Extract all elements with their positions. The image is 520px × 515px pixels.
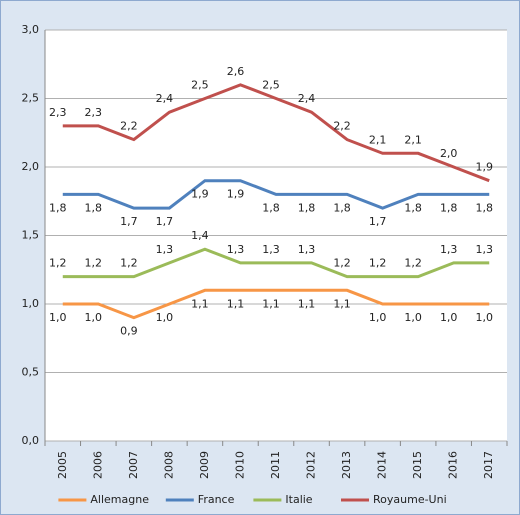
data-label: 1,7 <box>120 215 138 228</box>
legend-label: Italie <box>285 493 312 506</box>
data-label: 1,0 <box>49 311 67 324</box>
x-tick-label: 2006 <box>91 451 104 479</box>
y-tick-label: 2,5 <box>22 92 40 105</box>
data-label: 2,3 <box>49 106 67 119</box>
data-label: 2,6 <box>227 65 245 78</box>
data-label: 1,2 <box>369 257 387 270</box>
data-label: 1,8 <box>262 201 280 214</box>
x-tick-label: 2015 <box>411 451 424 479</box>
data-label: 1,2 <box>333 257 351 270</box>
legend-label: Allemagne <box>90 493 149 506</box>
data-label: 2,3 <box>85 106 103 119</box>
data-label: 1,3 <box>475 243 493 256</box>
x-tick-label: 2010 <box>233 451 246 479</box>
data-label: 2,5 <box>262 79 280 92</box>
legend-label: Royaume-Uni <box>373 493 447 506</box>
x-tick-label: 2012 <box>305 451 318 479</box>
data-label: 1,0 <box>475 311 493 324</box>
data-label: 1,1 <box>298 297 316 310</box>
data-label: 1,8 <box>49 201 67 214</box>
data-label: 2,5 <box>191 79 209 92</box>
data-label: 2,2 <box>120 120 138 133</box>
y-tick-label: 3,0 <box>22 23 40 36</box>
y-tick-label: 0,0 <box>22 434 40 447</box>
data-label: 1,3 <box>262 243 280 256</box>
data-label: 1,0 <box>369 311 387 324</box>
data-label: 1,2 <box>49 257 67 270</box>
line-series <box>62 247 490 279</box>
legend-label: France <box>198 493 235 506</box>
data-label: 1,1 <box>227 297 245 310</box>
data-label: 1,0 <box>440 311 458 324</box>
x-tick-label: 2009 <box>198 451 211 479</box>
data-label: 1,0 <box>156 311 174 324</box>
data-label: 0,9 <box>120 325 138 338</box>
data-label: 2,4 <box>156 92 174 105</box>
data-label: 1,4 <box>191 229 209 242</box>
data-label: 1,7 <box>369 215 387 228</box>
y-tick-label: 1,0 <box>22 297 40 310</box>
data-label: 1,7 <box>156 215 174 228</box>
data-label: 1,9 <box>475 161 493 174</box>
x-tick-label: 2014 <box>376 451 389 479</box>
data-label: 1,8 <box>333 201 351 214</box>
data-label: 1,9 <box>191 188 209 201</box>
data-label: 1,3 <box>227 243 245 256</box>
y-tick-label: 2,0 <box>22 160 40 173</box>
data-label: 1,8 <box>440 201 458 214</box>
data-label: 1,1 <box>333 297 351 310</box>
data-label: 2,1 <box>404 133 422 146</box>
data-label: 2,0 <box>440 147 458 160</box>
data-label: 1,0 <box>404 311 422 324</box>
data-label: 1,8 <box>85 201 103 214</box>
data-label: 1,2 <box>85 257 103 270</box>
x-tick-label: 2016 <box>447 451 460 479</box>
x-tick-label: 2013 <box>340 451 353 479</box>
data-label: 1,8 <box>298 201 316 214</box>
y-tick-label: 0,5 <box>22 366 40 379</box>
data-label: 1,2 <box>404 257 422 270</box>
x-tick-label: 2011 <box>269 451 282 479</box>
x-tick-label: 2017 <box>482 451 495 479</box>
x-tick-label: 2008 <box>162 451 175 479</box>
data-label: 1,3 <box>156 243 174 256</box>
data-label: 1,8 <box>475 201 493 214</box>
line-series <box>62 83 490 183</box>
x-tick-label: 2005 <box>56 451 69 479</box>
data-label: 2,2 <box>333 120 351 133</box>
y-tick-label: 1,5 <box>22 229 40 242</box>
line-series <box>62 288 490 320</box>
data-label: 2,4 <box>298 92 316 105</box>
line-series <box>62 179 490 210</box>
data-label: 1,1 <box>191 297 209 310</box>
data-label: 1,1 <box>262 297 280 310</box>
data-label: 1,3 <box>440 243 458 256</box>
data-label: 2,1 <box>369 133 387 146</box>
data-label: 1,2 <box>120 257 138 270</box>
data-label: 1,8 <box>404 201 422 214</box>
x-tick-label: 2007 <box>127 451 140 479</box>
data-label: 1,3 <box>298 243 316 256</box>
data-label: 1,9 <box>227 188 245 201</box>
data-label: 1,0 <box>85 311 103 324</box>
